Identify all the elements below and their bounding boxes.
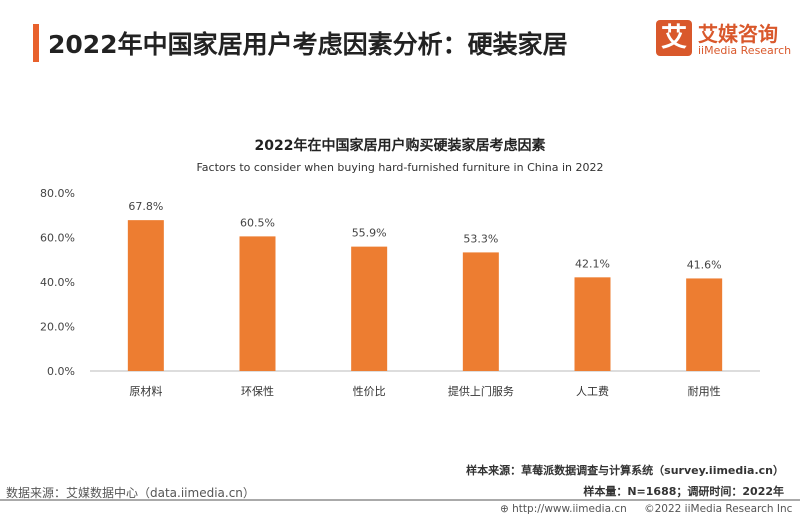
bar bbox=[462, 252, 499, 371]
y-tick-label: 80.0% bbox=[40, 187, 75, 200]
title-accent-bar bbox=[33, 24, 39, 62]
y-tick-label: 60.0% bbox=[40, 232, 75, 245]
bar bbox=[239, 236, 276, 371]
iimedia-logo: 艾 艾媒咨询 iiMedia Research bbox=[656, 18, 792, 62]
chart-subtitle: Factors to consider when buying hard-fur… bbox=[196, 161, 604, 174]
data-source: 数据来源：艾媒数据中心（data.iimedia.cn） bbox=[6, 486, 255, 500]
bar bbox=[351, 246, 388, 371]
logo-text-en: iiMedia Research bbox=[698, 44, 792, 57]
y-tick-label: 40.0% bbox=[40, 276, 75, 289]
logo-icon: 艾 bbox=[656, 20, 692, 56]
data-label: 60.5% bbox=[240, 216, 275, 229]
data-label: 53.3% bbox=[463, 232, 498, 245]
website-link[interactable]: http://www.iimedia.cn bbox=[512, 503, 627, 515]
x-tick-label: 提供上门服务 bbox=[448, 384, 514, 398]
footer-divider bbox=[0, 499, 800, 501]
y-tick-label: 20.0% bbox=[40, 321, 75, 334]
logo-text-cn: 艾媒咨询 bbox=[698, 22, 778, 46]
bar bbox=[686, 278, 723, 371]
x-tick-label: 耐用性 bbox=[688, 384, 721, 398]
x-tick-label: 环保性 bbox=[241, 384, 274, 398]
copyright: ©2022 iiMedia Research Inc bbox=[644, 503, 793, 515]
data-label: 67.8% bbox=[128, 200, 163, 213]
sample-source: 样本来源：草莓派数据调查与计算系统（survey.iimedia.cn） bbox=[466, 464, 784, 477]
globe-icon: ⊕ bbox=[500, 503, 509, 515]
sample-size: 样本量：N=1688；调研时间：2022年 bbox=[583, 485, 784, 498]
x-tick-label: 人工费 bbox=[576, 385, 609, 398]
data-label: 55.9% bbox=[352, 227, 387, 240]
bar bbox=[127, 220, 164, 371]
chart-title: 2022年在中国家居用户购买硬装家居考虑因素 bbox=[254, 138, 546, 154]
data-label: 42.1% bbox=[575, 257, 610, 270]
x-tick-label: 原材料 bbox=[129, 384, 162, 398]
x-tick-label: 性价比 bbox=[353, 384, 386, 398]
data-label: 41.6% bbox=[687, 258, 722, 271]
page-title: 2022年中国家居用户考虑因素分析：硬装家居 bbox=[48, 30, 568, 59]
y-tick-label: 0.0% bbox=[47, 365, 75, 378]
bar bbox=[574, 277, 611, 371]
